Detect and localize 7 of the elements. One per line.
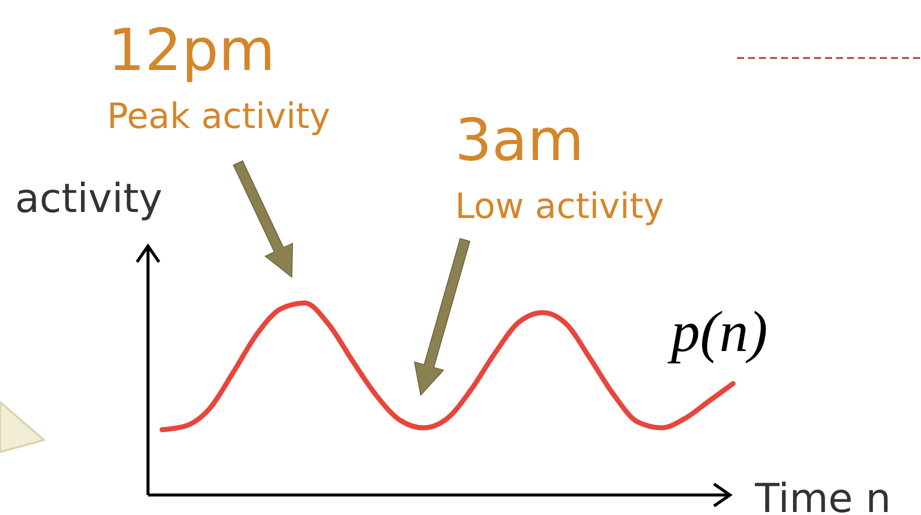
x-axis-title: Time n [754, 476, 891, 515]
series-label: p(n) [667, 299, 768, 364]
text: 12pm [108, 16, 276, 84]
text: 3am [455, 106, 584, 174]
text: Low activity [455, 187, 664, 227]
y-axis-title: activity [15, 176, 162, 222]
text: Peak activity [107, 97, 330, 137]
